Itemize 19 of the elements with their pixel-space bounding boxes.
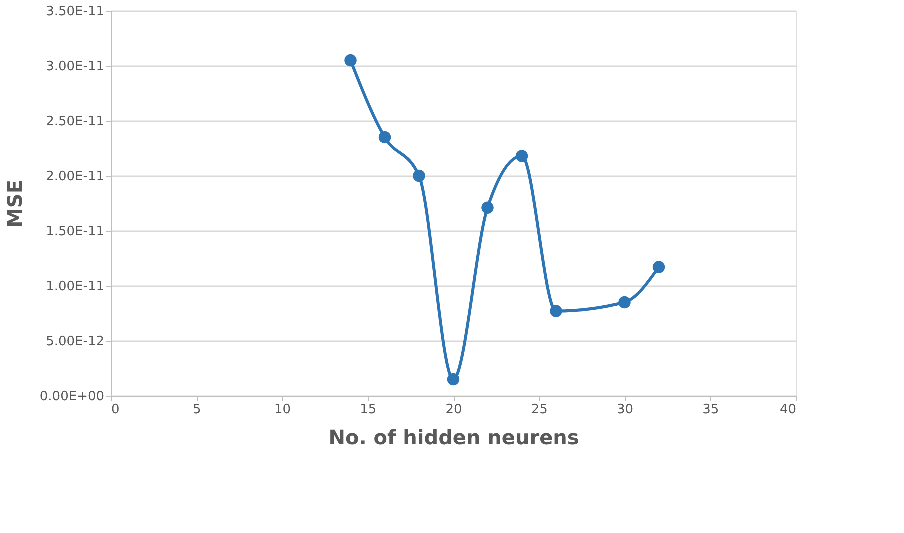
- x-tick-label: 25: [531, 402, 548, 418]
- y-tick-label: 2.50E-11: [46, 114, 104, 130]
- x-axis-title: No. of hidden neurens: [328, 426, 580, 450]
- x-tick-label: 0: [112, 402, 120, 418]
- x-tick-label: 35: [702, 402, 720, 418]
- y-tick-label: 1.00E-11: [46, 280, 104, 294]
- x-tick-label: 10: [274, 402, 292, 418]
- y-tick-label: 0.00E+00: [40, 390, 104, 404]
- x-tick-label: 15: [360, 402, 377, 418]
- x-tick-label: 40: [780, 402, 796, 418]
- x-tick-label: 5: [192, 402, 202, 418]
- y-tick-label: 5.00E-12: [46, 334, 104, 350]
- x-tick-label: 20: [446, 402, 462, 418]
- y-axis-title: MSE: [2, 180, 27, 228]
- y-tick-label: 1.50E-11: [46, 224, 104, 240]
- y-tick-label: 3.50E-11: [46, 4, 104, 20]
- x-tick-label: 30: [616, 402, 634, 418]
- y-tick-label: 2.00E-11: [46, 170, 104, 184]
- y-tick-label: 3.00E-11: [46, 60, 104, 74]
